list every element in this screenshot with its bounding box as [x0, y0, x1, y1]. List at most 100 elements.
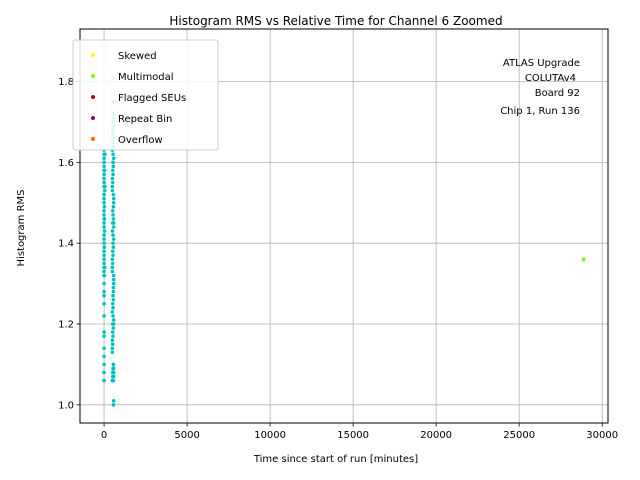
data-point [110, 261, 115, 266]
data-point [102, 314, 106, 318]
data-point [111, 196, 116, 201]
data-point [110, 346, 115, 351]
data-point [110, 342, 115, 347]
data-point [110, 209, 115, 213]
data-point [111, 374, 116, 379]
legend-box [72, 39, 219, 151]
data-point [102, 253, 106, 258]
data-point [111, 370, 116, 375]
data-point [111, 205, 116, 209]
data-point [110, 180, 115, 185]
y-tick-label: 1.4 [58, 239, 74, 250]
data-point [102, 156, 106, 161]
data-point [102, 176, 106, 181]
data-point [111, 362, 116, 367]
x-tick-label: 5000 [174, 430, 199, 441]
data-point [102, 245, 107, 250]
data-point [102, 289, 106, 294]
data-point [102, 241, 106, 245]
y-tick-label: 1.0 [58, 400, 74, 411]
data-point [102, 192, 106, 197]
x-axis-label: Time since start of run [minutes] [253, 454, 418, 465]
data-point [102, 237, 106, 241]
data-point [111, 253, 115, 258]
series-point [581, 257, 586, 262]
data-point [111, 297, 116, 302]
data-point [102, 261, 106, 266]
legend-label-skewed: Skewed [118, 51, 157, 62]
legend-marker-skewed [91, 53, 95, 57]
data-point [111, 366, 115, 371]
data-point [102, 172, 106, 177]
data-point [102, 188, 107, 193]
data-point [111, 281, 116, 286]
data-point [102, 378, 106, 383]
data-point [102, 221, 106, 225]
data-point [102, 293, 106, 298]
axis-ticks: 0 5000 10000 15000 20000 25000 30000 1.0 1.2 1.4 1… [58, 77, 618, 441]
data-point [102, 209, 106, 213]
data-point [111, 156, 116, 161]
data-point [111, 225, 116, 229]
data-point [111, 314, 115, 318]
data-point [111, 285, 116, 290]
legend-marker-repeat-bin [91, 116, 95, 120]
data-point [111, 403, 116, 407]
data-point [102, 160, 106, 165]
data-point [102, 213, 106, 217]
data-point [111, 241, 115, 245]
data-point [102, 233, 106, 237]
data-point [103, 184, 107, 189]
data-point [111, 172, 115, 177]
x-tick-label: 25000 [503, 430, 535, 441]
data-point [111, 378, 116, 383]
data-point [102, 217, 107, 221]
data-point [110, 350, 115, 355]
y-tick-label: 1.8 [58, 77, 74, 88]
data-point [110, 338, 115, 342]
data-point [111, 192, 116, 197]
data-point [102, 354, 106, 359]
data-point [110, 330, 115, 334]
data-point [111, 293, 115, 298]
y-tick-label: 1.6 [58, 158, 74, 169]
data-point [110, 184, 115, 189]
data-point [111, 277, 116, 282]
annotation-line-3: Board 92 [535, 88, 580, 99]
data-point [102, 330, 106, 334]
data-point [102, 362, 106, 367]
data-point [110, 229, 115, 233]
data-point [111, 152, 115, 157]
data-point [111, 318, 116, 322]
y-tick-label: 1.2 [58, 319, 74, 330]
data-point [111, 273, 116, 278]
data-point [102, 180, 106, 185]
x-tick-label: 15000 [337, 430, 369, 441]
data-point [111, 233, 115, 237]
data-point [110, 257, 115, 262]
data-point [102, 334, 106, 338]
x-tick-label: 20000 [420, 430, 452, 441]
data-point [110, 301, 115, 306]
data-point [102, 168, 107, 173]
data-point [102, 196, 106, 201]
data-point [103, 152, 107, 157]
legend-marker-multimodal [91, 74, 95, 78]
legend-label-flagged-seus: Flagged SEUs [118, 93, 186, 104]
data-point [102, 273, 107, 278]
data-point [102, 249, 106, 254]
data-point [111, 245, 116, 250]
x-tick-label: 30000 [586, 430, 618, 441]
annotation-line-4: Chip 1, Run 136 [500, 106, 580, 117]
data-point [111, 322, 116, 326]
data-point [102, 301, 106, 306]
data-point [102, 257, 106, 262]
data-point [102, 164, 106, 169]
data-point [102, 370, 106, 375]
data-point [102, 346, 106, 351]
plot-frame [79, 28, 609, 424]
data-point [110, 168, 115, 173]
run-annotation: ATLAS Upgrade COLUTAv4 Board 92 Chip 1, … [500, 58, 580, 117]
legend-label-multimodal: Multimodal [118, 72, 174, 83]
